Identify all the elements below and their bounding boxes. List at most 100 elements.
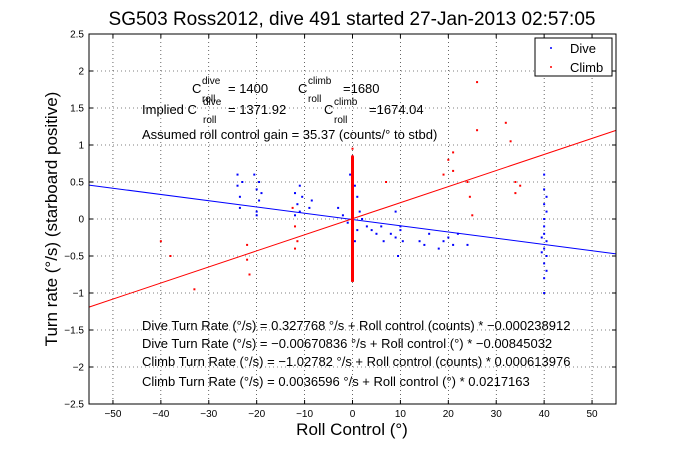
dive-point [543, 292, 546, 294]
legend: Dive Climb [534, 37, 613, 77]
y-tick-label: 2.5 [70, 30, 84, 41]
climb-point [351, 147, 354, 150]
x-tick-label: −50 [104, 409, 121, 420]
dive-point [298, 184, 301, 187]
dive-point [253, 173, 256, 176]
climb-eq-degrees: Climb Turn Rate (°/s) = 0.0036596 °/s + … [142, 374, 530, 389]
dive-eq-counts: Dive Turn Rate (°/s) = 0.327768 °/s + Ro… [142, 318, 570, 333]
climb-point [159, 240, 162, 243]
dive-point [437, 247, 440, 250]
dive-point [466, 243, 469, 246]
x-tick-label: 50 [586, 409, 598, 420]
y-tick-label: −2.5 [64, 400, 84, 411]
dive-point [545, 240, 548, 243]
y-tick-label: 2 [78, 67, 84, 78]
axis-ticks: −50 −40 −30 −20 −10 0 10 20 30 40 50−2.5−2−1.5−1−0… [64, 30, 616, 420]
annotations: C dive roll = 1400 C climb roll =1680 Im… [142, 76, 570, 389]
climb-point [447, 158, 450, 161]
climb-point [246, 258, 249, 261]
dive-series [236, 155, 548, 294]
dive-point [236, 184, 239, 187]
dive-point [298, 210, 301, 213]
climb-point [385, 181, 388, 183]
dive-point [358, 210, 361, 213]
dive-point [452, 243, 455, 246]
implied-dive-value: = 1371.92 [228, 102, 286, 117]
dive-point [456, 232, 459, 235]
dive-point [370, 229, 373, 232]
chart-title: SG503 Ross2012, dive 491 started 27-Jan-… [109, 9, 596, 30]
dive-point [380, 225, 383, 228]
implied-climb-prefix: C [324, 102, 333, 117]
dive-point [255, 210, 258, 213]
climb-eq-counts: Climb Turn Rate (°/s) = −1.02782 °/s + R… [142, 354, 570, 369]
dive-point [349, 173, 352, 176]
dive-point [545, 255, 548, 257]
data-points [159, 81, 548, 294]
x-tick-label: −30 [200, 409, 217, 420]
c-climb-sub: roll [308, 94, 321, 105]
dive-point [361, 218, 364, 220]
dive-point [238, 195, 241, 198]
dive-point [301, 195, 304, 198]
c-dive-prefix: C [192, 81, 201, 96]
climb-point [246, 243, 249, 246]
dive-point [389, 232, 392, 235]
dive-point [543, 247, 546, 250]
dive-point [543, 218, 546, 220]
dive-point [543, 232, 546, 235]
y-tick-label: −1.5 [64, 326, 84, 337]
climb-point [248, 273, 251, 276]
dive-point [442, 240, 445, 243]
dive-eq-degrees: Dive Turn Rate (°/s) = −0.00670836 °/s +… [142, 336, 552, 351]
dive-point [294, 192, 297, 195]
legend-climb-marker [550, 66, 552, 68]
implied-climb-value: =1674.04 [369, 102, 424, 117]
x-tick-label: 30 [491, 409, 503, 420]
climb-point [476, 81, 479, 84]
dive-point [543, 277, 546, 280]
dive-point [545, 210, 548, 213]
y-tick-label: −2 [73, 363, 85, 374]
dive-point [375, 232, 378, 235]
c-dive-value: = 1400 [228, 81, 268, 96]
dive-point [341, 214, 344, 217]
y-axis-label: Turn rate (°/s) (starboard positive) [42, 92, 61, 347]
dive-point [543, 203, 546, 206]
x-tick-label: 20 [443, 409, 455, 420]
dive-point [356, 229, 359, 232]
dive-point [447, 236, 450, 239]
c-climb-sup: climb [308, 76, 332, 87]
legend-dive-label: Dive [570, 41, 596, 56]
dive-point [260, 192, 263, 195]
dive-point [238, 206, 241, 209]
dive-point [241, 181, 244, 183]
dive-point [337, 206, 340, 209]
dive-point [382, 240, 385, 243]
climb-point [169, 255, 172, 257]
y-tick-label: 1 [78, 141, 84, 152]
y-tick-label: 0 [78, 215, 84, 226]
dive-point [399, 225, 402, 228]
climb-point [466, 181, 469, 183]
dive-point [394, 210, 397, 213]
x-tick-label: −10 [296, 409, 313, 420]
dive-point [258, 199, 261, 202]
climb-point [291, 206, 294, 209]
dive-point [540, 236, 543, 239]
dive-point [397, 255, 400, 257]
implied-label: Implied C [142, 102, 197, 117]
dive-point [258, 181, 261, 183]
climb-point [193, 288, 196, 291]
legend-climb-label: Climb [570, 60, 603, 75]
dive-point [540, 251, 543, 254]
climb-point [452, 151, 455, 154]
dive-point [310, 199, 313, 202]
dive-point [401, 240, 404, 243]
c-dive-sup: dive [202, 76, 221, 87]
climb-point [294, 225, 297, 228]
climb-point [514, 192, 517, 195]
climb-point [509, 140, 512, 143]
dive-point [423, 243, 426, 246]
